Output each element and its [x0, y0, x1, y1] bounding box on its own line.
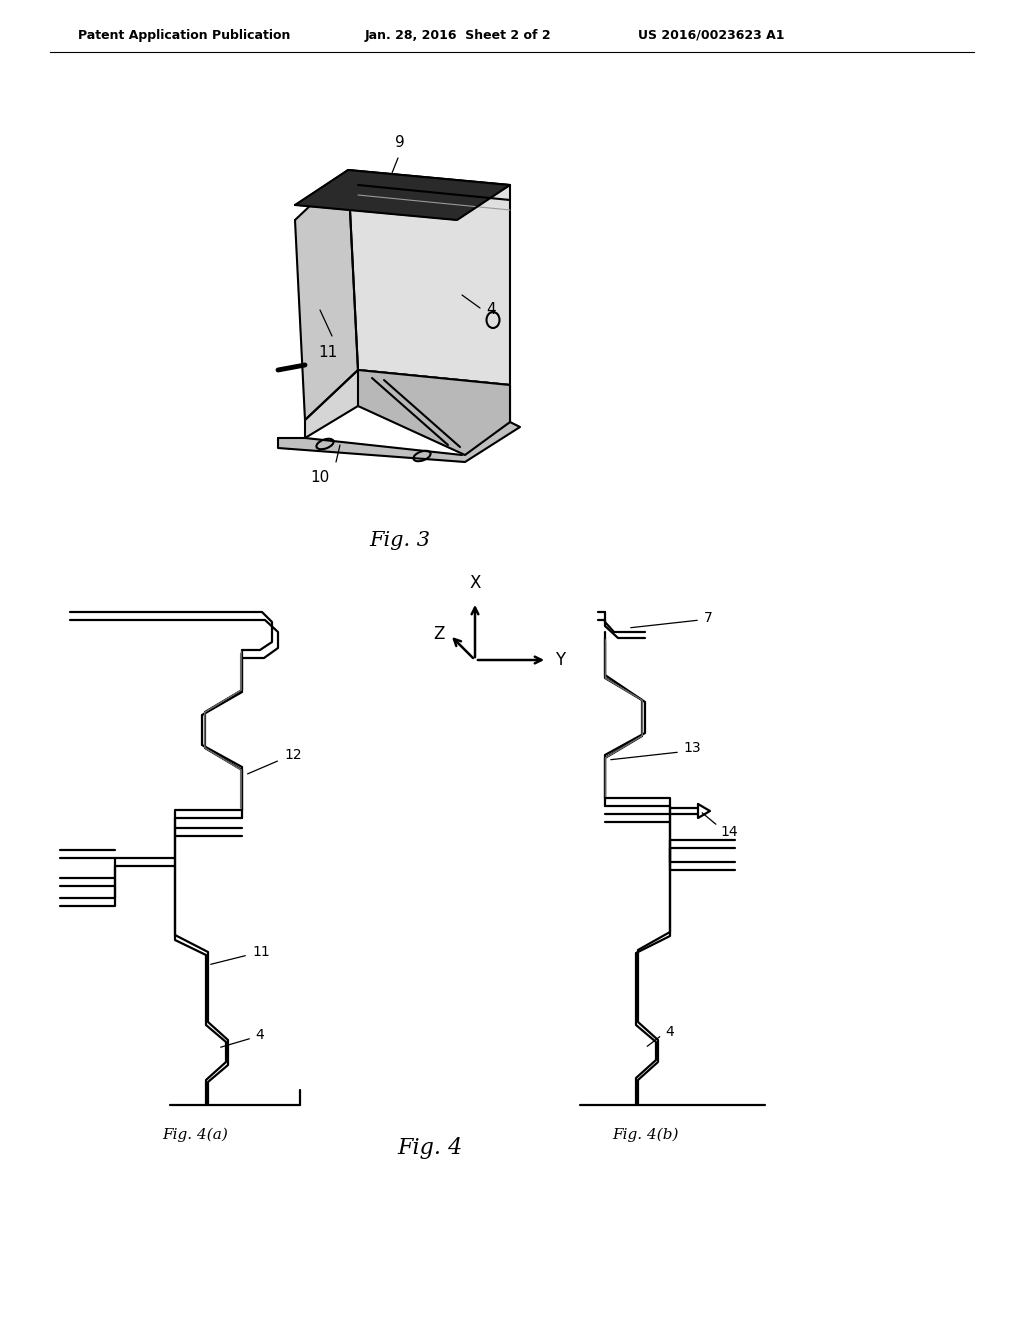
Polygon shape — [358, 370, 510, 455]
Text: 9: 9 — [395, 135, 404, 150]
Text: 13: 13 — [683, 741, 700, 755]
Text: 14: 14 — [720, 825, 737, 840]
Polygon shape — [295, 170, 510, 220]
Polygon shape — [278, 422, 520, 462]
Text: 12: 12 — [284, 748, 302, 762]
Text: 4: 4 — [255, 1028, 264, 1041]
Text: X: X — [469, 574, 480, 591]
Text: 4: 4 — [665, 1026, 674, 1039]
Text: US 2016/0023623 A1: US 2016/0023623 A1 — [638, 29, 784, 41]
Text: 11: 11 — [252, 945, 269, 960]
Polygon shape — [295, 170, 358, 420]
Text: Patent Application Publication: Patent Application Publication — [78, 29, 291, 41]
Text: Fig. 4(a): Fig. 4(a) — [162, 1127, 228, 1142]
Text: Fig. 4: Fig. 4 — [397, 1137, 463, 1159]
Text: Y: Y — [555, 651, 565, 669]
Polygon shape — [305, 370, 510, 438]
Text: Z: Z — [433, 624, 445, 643]
Text: 7: 7 — [705, 611, 713, 624]
Text: Jan. 28, 2016  Sheet 2 of 2: Jan. 28, 2016 Sheet 2 of 2 — [365, 29, 552, 41]
Text: 10: 10 — [310, 470, 330, 484]
Text: 4: 4 — [486, 302, 496, 318]
Text: Fig. 4(b): Fig. 4(b) — [611, 1127, 678, 1142]
Text: Fig. 3: Fig. 3 — [370, 531, 430, 549]
Polygon shape — [348, 170, 510, 385]
Text: 11: 11 — [318, 345, 338, 360]
